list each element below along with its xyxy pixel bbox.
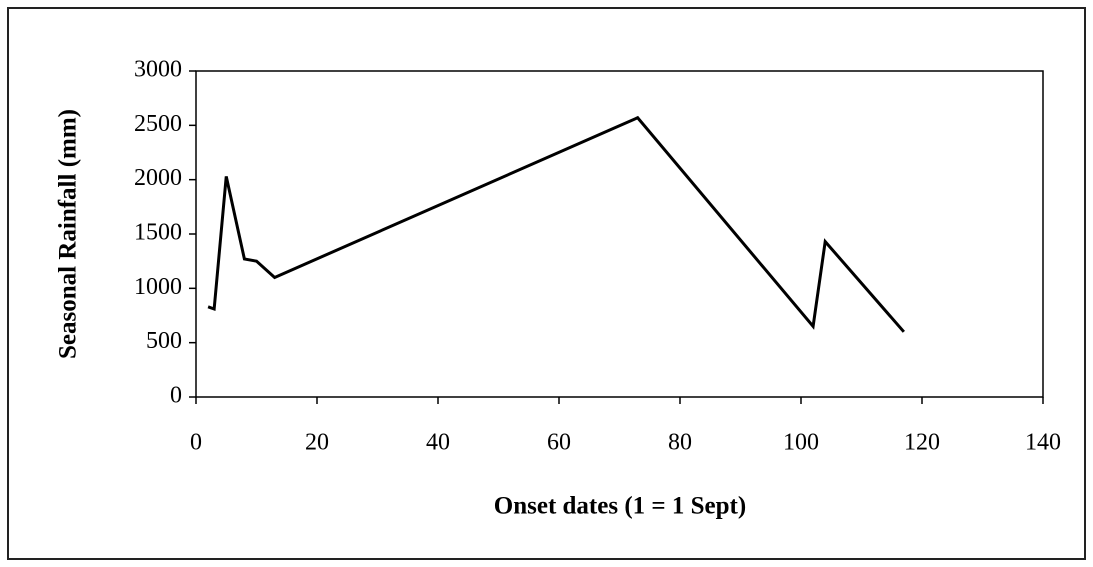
- x-tick-label: 20: [305, 430, 329, 456]
- x-tick-label: 40: [426, 430, 450, 456]
- y-tick-label: 500: [146, 328, 182, 354]
- x-tick-label: 100: [783, 430, 819, 456]
- y-tick-label: 1500: [134, 220, 182, 246]
- x-axis-title: Onset dates (1 = 1 Sept): [494, 493, 746, 520]
- y-tick-label: 0: [170, 383, 182, 409]
- x-tick-label: 80: [668, 430, 692, 456]
- y-tick-label: 2500: [134, 111, 182, 137]
- frame: [7, 7, 1086, 560]
- x-tick-label: 0: [190, 430, 202, 456]
- line: [207, 115, 905, 333]
- x-tick-label: 140: [1025, 430, 1061, 456]
- x-tick-label: 120: [904, 430, 940, 456]
- y-axis-title: Seasonal Rainfall (mm): [55, 109, 82, 359]
- plot-area: [195, 70, 1044, 398]
- x-tick-label: 60: [547, 430, 571, 456]
- y-tick-label: 3000: [134, 57, 182, 83]
- y-tick-label: 2000: [134, 165, 182, 191]
- y-tick-label: 1000: [134, 274, 182, 300]
